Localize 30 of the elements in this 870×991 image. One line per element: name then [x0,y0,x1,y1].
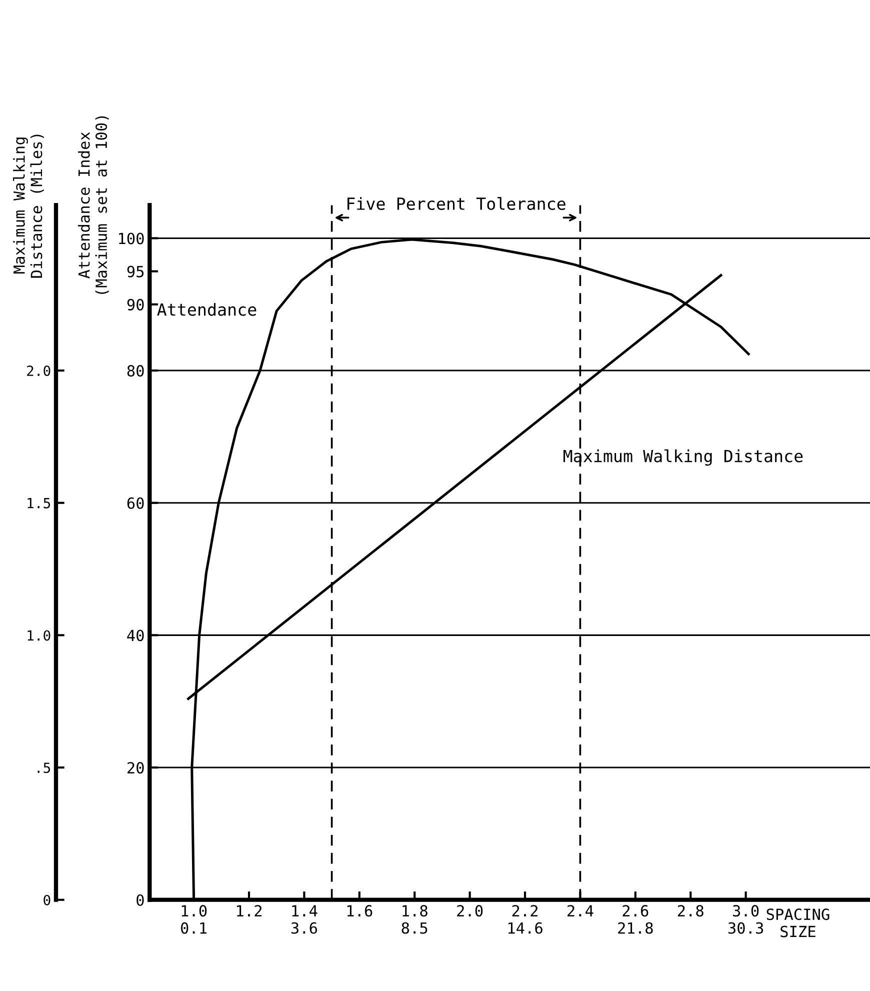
x-tick-label: 2.6 21.8 [618,905,653,934]
y2-tick-label: 1.5 [28,498,50,508]
x-tick-label: 1.4 3.6 [291,905,318,934]
x-tick-label: 2.4 [568,905,594,916]
text: Maximum Walking Distance [563,449,803,466]
y-tick-label: 100 [119,232,144,244]
x-axis-title: SPACING SIZE [766,908,830,938]
y2-tick-label: 0 [44,894,50,906]
y-tick-label: 60 [127,497,144,509]
y-tick-label: 0 [136,894,144,906]
y2-tick-label: 1.0 [28,630,50,641]
x-tick-label: 2.8 [678,905,704,917]
y2-axis-title: Maximum Walking Distance (Miles) [13,134,44,278]
series-label: Attendance [157,302,256,316]
x-tick-label: 3.0 30.3 [728,905,764,934]
y-tick-label: 90 [127,298,144,310]
y-tick-label: 20 [128,762,144,774]
x-tick-label: 2.2 14.6 [508,905,542,934]
y-tick-label: 95 [127,266,144,278]
x-tick-label: 1.6 [347,905,372,917]
x-tick-label: 1.8 8.5 [402,905,428,934]
x-tick-label: 2.0 [457,905,483,917]
y2-tick-label: .5 [38,762,50,774]
x-tick-label: 1.0 0.1 [180,905,207,934]
x-tick-label: 1.2 [237,905,262,916]
y2-tick-label: 2.0 [27,366,50,376]
annotation: Five Percent Tolerance [348,197,566,210]
y-tick-label: 40 [127,630,144,642]
y-tick-label: 80 [127,365,144,377]
y-axis-title: Attendance Index (Maximum set at 100) [78,116,109,294]
